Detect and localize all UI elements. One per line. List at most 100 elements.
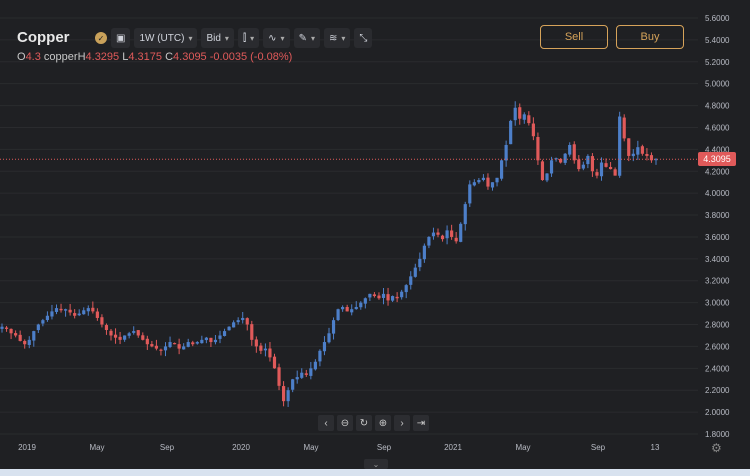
candle-body [390,296,395,301]
candle-body [636,147,640,155]
y-tick-label: 2.8000 [705,321,730,330]
candle-body [123,335,127,340]
chart-type-select[interactable]: ⫿ ▾ [237,28,260,48]
gear-icon[interactable]: ⚙ [711,441,722,455]
layers-select[interactable]: ≋ ▾ [323,28,351,48]
candle-body [272,356,277,369]
candle-body [545,173,549,181]
candle-body [304,373,308,375]
candle-body [595,172,599,176]
candle-body [363,298,367,304]
candle-body [577,159,581,170]
check-button[interactable]: ✓ [95,32,107,44]
shrink-icon: ⤡ [359,32,368,44]
candle-body [218,335,222,339]
candle-body [509,120,513,145]
ohlc-readout: O4.3 copperH4.3295 L4.3175 C4.3095 -0.00… [17,51,292,63]
candle-body [136,330,140,336]
candle-body [182,346,186,350]
chevron-down-icon: ▾ [188,33,193,43]
drawing-select[interactable]: ✎ ▾ [293,28,320,48]
x-tick-label: May [303,443,318,452]
shrink-button[interactable]: ⤡ [354,28,373,48]
price-type-select[interactable]: Bid ▾ [201,28,234,48]
candle-body [468,184,472,204]
x-tick-label: 2021 [444,443,462,452]
candle-body [640,146,644,154]
candle-body [141,335,145,340]
candle-body [590,156,595,172]
zoom-out-button[interactable]: ⊖ [337,415,353,431]
candle-body [291,379,295,390]
candle-body [336,309,340,320]
candle-body [622,117,626,139]
y-tick-label: 2.6000 [705,342,730,351]
scroll-end-button[interactable]: ⇥ [413,415,429,431]
candle-body [581,164,585,169]
candle-body [427,236,431,246]
y-tick-label: 3.4000 [705,255,730,264]
candle-body [200,339,204,344]
reset-button[interactable]: ↻ [356,415,372,431]
screen-button[interactable]: ▣ [111,28,131,48]
candle-body [209,337,213,343]
candle-body [459,223,463,242]
candle-body [472,182,476,186]
candle-body [481,177,486,180]
candle-body [154,345,159,349]
buy-button[interactable]: Buy [616,25,684,49]
candle-body [254,339,258,347]
zoom-in-button[interactable]: ⊕ [375,415,391,431]
candle-body [32,331,36,341]
chevron-down-icon: ▾ [250,33,255,43]
timeframe-select[interactable]: 1W (UTC) ▾ [134,28,198,48]
candle-body [91,307,95,312]
candle-body [236,320,240,323]
candle-body [54,308,59,312]
candle-body [540,161,545,181]
candle-body [145,338,149,345]
collapse-button[interactable]: ⌄ [364,459,388,469]
candle-body [350,309,354,313]
sell-button[interactable]: Sell [540,25,608,49]
low-label: L [122,51,129,63]
candle-body [345,306,349,312]
y-tick-label: 4.0000 [705,189,730,198]
candle-body [404,285,408,293]
chevron-left-icon: ‹ [324,417,328,429]
candle-body [386,294,390,301]
candle-body [518,107,522,119]
zoom-in-icon: ⊕ [378,417,388,429]
candle-body [377,295,381,299]
current-price-tag: 4.3095 [698,152,736,166]
y-tick-label: 5.6000 [705,14,730,23]
candle-body [341,307,345,310]
candle-body [486,177,490,187]
y-tick-label: 4.4000 [705,145,730,154]
candle-body [177,344,181,349]
candle-body [604,163,608,167]
y-tick-label: 2.0000 [705,408,730,417]
candle-body [318,350,322,362]
x-tick-label: Sep [591,443,606,452]
candle-body [9,328,13,334]
indicators-select[interactable]: ∿ ▾ [263,28,290,48]
y-tick-label: 2.2000 [705,386,730,395]
candle-body [400,291,404,298]
candle-body [245,318,249,325]
scroll-left-button[interactable]: ‹ [318,415,334,431]
scroll-right-button[interactable]: › [394,415,410,431]
candle-body [413,267,417,277]
candle-body [100,317,104,325]
high-value: 4.3295 [85,51,120,63]
y-tick-label: 3.2000 [705,277,730,286]
candle-body [359,302,363,308]
candle-body [649,155,654,161]
pen-icon: ✎ [298,32,307,44]
candle-body [104,325,109,330]
candle-body [50,311,54,317]
candle-body [631,153,635,157]
candle-body [549,160,554,174]
candle-body [599,162,604,177]
